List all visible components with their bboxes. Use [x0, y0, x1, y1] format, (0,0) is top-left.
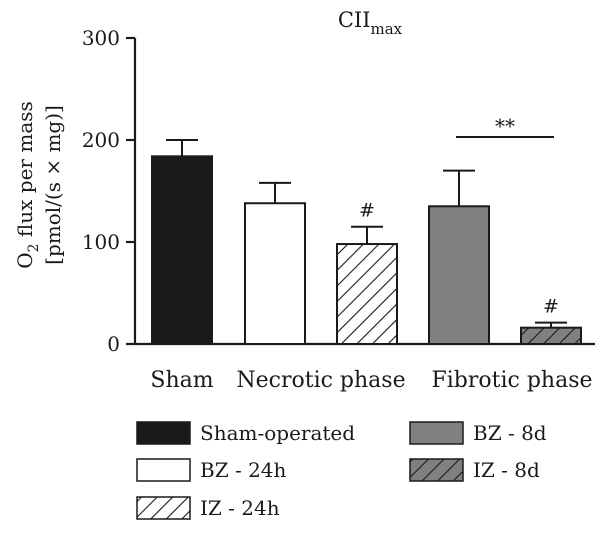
y-tick-label: 100 — [82, 230, 120, 254]
legend: Sham-operated BZ - 24h IZ - 24h BZ - 8d IZ -… — [136, 421, 547, 520]
group-label-sham: Sham — [150, 368, 213, 393]
significance-bracket: ** — [456, 114, 554, 138]
bar-bz-24h — [244, 202, 306, 345]
bar-annotations: ## — [359, 200, 559, 318]
legend-label-bz-24h: BZ - 24h — [200, 458, 287, 482]
y-ticks: 0 100 200 300 — [82, 26, 135, 356]
legend-label-iz-8d: IZ - 8d — [473, 458, 540, 482]
annotation-iz-24h: # — [359, 200, 375, 222]
y-tick-label: 200 — [82, 128, 120, 152]
group-label-necrotic-phase: Necrotic phase — [236, 368, 405, 393]
annotation-iz-8d: # — [543, 296, 559, 318]
legend-swatch-iz-24h — [136, 496, 191, 520]
bar-iz-8d — [520, 326, 582, 345]
bars — [151, 155, 582, 345]
legend-label-iz-24h: IZ - 24h — [200, 496, 280, 520]
legend-label-sham-operated: Sham-operated — [200, 421, 355, 445]
legend-swatch-sham-operated — [136, 421, 191, 445]
significance-label: ** — [495, 114, 515, 138]
legend-label-bz-8d: BZ - 8d — [473, 421, 547, 445]
chart-title-subscript: max — [371, 20, 403, 38]
bar-sham-operated — [151, 155, 213, 345]
chart-title: CIImax — [338, 8, 403, 38]
legend-swatch-iz-8d — [409, 458, 464, 482]
y-tick-label: 0 — [107, 332, 120, 356]
bar-iz-24h — [336, 243, 398, 345]
bar-bz-8d — [428, 205, 490, 345]
legend-swatch-bz-24h — [136, 458, 191, 482]
legend-swatch-bz-8d — [409, 421, 464, 445]
y-tick-label: 300 — [82, 26, 120, 50]
y-axis-label-line1: O2 flux per mass — [13, 101, 42, 269]
error-bars — [166, 139, 567, 328]
group-labels: Sham Necrotic phase Fibrotic phase — [150, 368, 592, 393]
y-axis-label-line2: [pmol/(s × mg)] — [41, 105, 65, 265]
group-label-fibrotic-phase: Fibrotic phase — [431, 368, 592, 393]
